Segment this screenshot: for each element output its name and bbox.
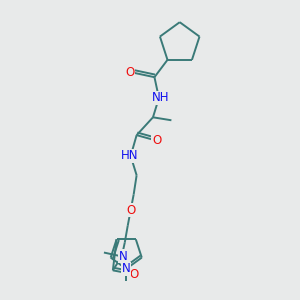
Text: O: O bbox=[130, 268, 139, 281]
Text: NH: NH bbox=[152, 92, 169, 104]
Text: N: N bbox=[122, 262, 130, 275]
Text: N: N bbox=[119, 250, 128, 263]
Text: O: O bbox=[152, 134, 161, 147]
Text: O: O bbox=[126, 203, 135, 217]
Text: O: O bbox=[125, 66, 135, 79]
Text: HN: HN bbox=[120, 149, 138, 162]
